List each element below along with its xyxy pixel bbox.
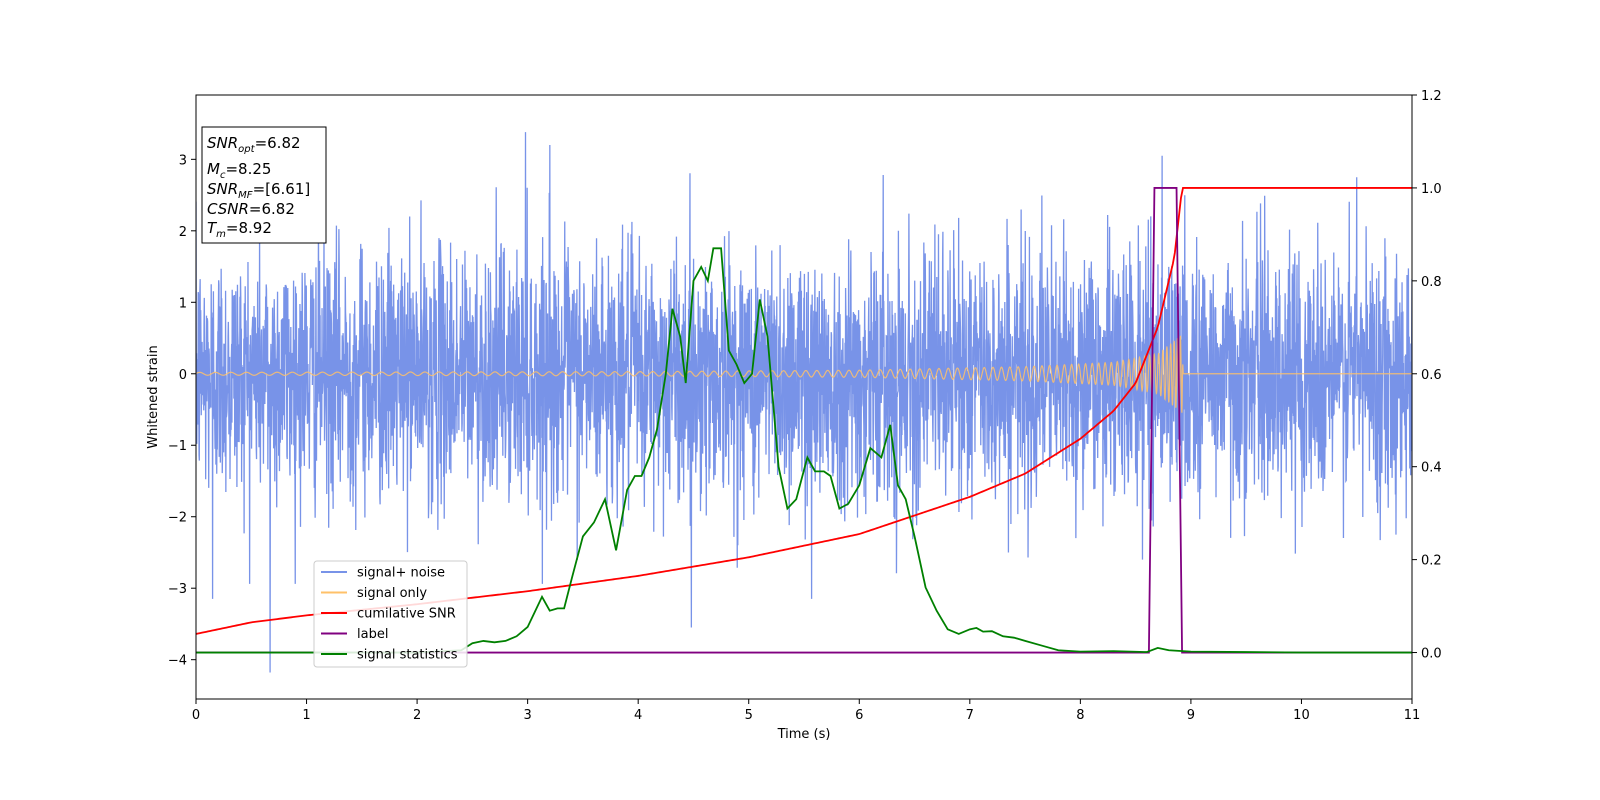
plot-frame (195, 94, 1413, 700)
info-mc: Mc=8.25 (207, 160, 271, 181)
x-tick-label: 1 (302, 708, 310, 723)
info-box: SNRopt=6.82 Mc=8.25 SNRMF=[6.61] CSNR=6.… (201, 126, 327, 244)
x-tick-label: 2 (413, 708, 421, 723)
y2-tick-label: 0.2 (1421, 554, 1442, 569)
y2-tick-label: 0.4 (1421, 461, 1442, 476)
y2-tick-label: 1.0 (1421, 182, 1442, 197)
legend-item: cumilative SNR (321, 607, 456, 622)
x-tick-label: 0 (192, 708, 200, 723)
legend: signal+ noise signal only cumilative SNR la… (313, 560, 468, 668)
series-signal-only-line (196, 335, 1412, 413)
y2-tick-label: 1.2 (1421, 89, 1442, 104)
legend-item: signal+ noise (321, 566, 445, 581)
x-tick-label: 7 (966, 708, 974, 723)
y2-tick-label: 0.0 (1421, 647, 1442, 662)
y-tick-label: 0 (179, 368, 187, 383)
info-csnr: CSNR=6.82 (207, 200, 295, 218)
x-axis: 0 1 2 3 4 5 6 7 8 9 10 11 (192, 699, 1420, 723)
legend-label: signal only (357, 586, 427, 601)
legend-label: label (357, 627, 388, 642)
y-tick-label: −4 (168, 654, 187, 669)
y-tick-label: 1 (179, 296, 187, 311)
y-axis-left: −4 −3 −2 −1 0 1 2 3 (168, 153, 196, 669)
y-axis-label: Whitened strain (146, 345, 161, 448)
series-signal-noise-line (196, 132, 1412, 673)
x-tick-label: 9 (1187, 708, 1195, 723)
y2-tick-label: 0.8 (1421, 275, 1442, 290)
info-snr-mf: SNRMF=[6.61] (207, 180, 310, 201)
info-tm: Tm=8.92 (207, 219, 272, 240)
legend-item: signal statistics (321, 648, 458, 663)
y-axis-right: 0.0 0.2 0.4 0.6 0.8 1.0 1.2 (1412, 89, 1442, 662)
x-tick-label: 6 (855, 708, 863, 723)
x-tick-label: 4 (634, 708, 642, 723)
y-tick-label: 2 (179, 225, 187, 240)
y-tick-label: −2 (168, 511, 187, 526)
x-tick-label: 3 (523, 708, 531, 723)
x-tick-label: 8 (1076, 708, 1084, 723)
info-snr-opt: SNRopt=6.82 (207, 134, 301, 155)
x-tick-label: 5 (745, 708, 753, 723)
legend-item: label (321, 627, 388, 642)
y2-tick-label: 0.6 (1421, 368, 1442, 383)
legend-label: signal+ noise (357, 566, 445, 581)
y-tick-label: −1 (168, 439, 187, 454)
legend-item: signal only (321, 586, 427, 601)
legend-label: signal statistics (357, 648, 458, 663)
y-tick-label: 3 (179, 153, 187, 168)
legend-label: cumilative SNR (357, 607, 456, 622)
series-signal-statistics-line (196, 247, 1412, 654)
y-tick-label: −3 (168, 582, 187, 597)
x-axis-label: Time (s) (777, 727, 831, 742)
x-tick-label: 11 (1404, 708, 1421, 723)
x-tick-label: 10 (1293, 708, 1310, 723)
